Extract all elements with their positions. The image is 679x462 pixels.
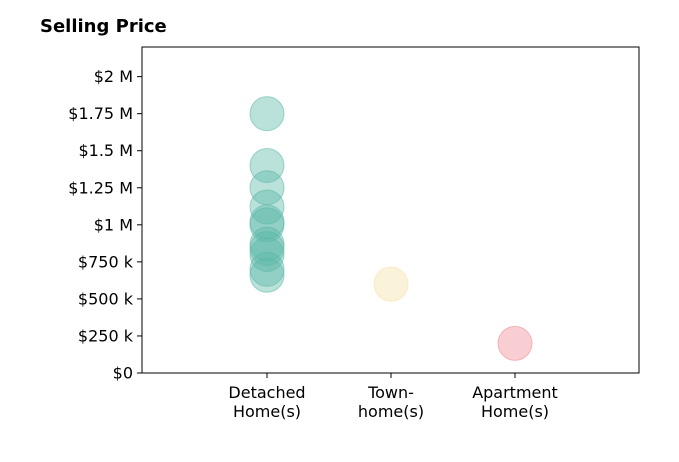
chart-title: Selling Price [40,16,167,37]
data-point [249,226,285,262]
data-point [249,257,285,293]
y-tick-label: $1 M [94,215,133,234]
data-point [373,266,409,302]
x-tick-label: Apartment Home(s) [472,383,558,421]
y-tick-label: $0 [113,364,133,383]
data-point [249,96,285,132]
y-tick-label: $250 k [78,326,134,345]
data-point [497,325,533,361]
y-tick-label: $500 k [78,289,134,308]
y-tick-label: $2 M [94,67,133,86]
y-tick-label: $1.25 M [68,178,133,197]
data-point [249,236,285,272]
data-point [249,148,285,184]
points-layer [249,96,533,361]
plot-frame [141,46,640,374]
axes-layer: $0 $250 k $500 k $750 k $1 M $1.25 M $1.5 M $1.… [68,67,558,421]
data-point [249,189,285,225]
x-tick-label: Town-home(s) [358,383,424,421]
y-tick-label: $750 k [78,252,134,271]
y-tick-label: $1.5 M [78,141,133,160]
x-tick-label: Detached Home(s) [228,383,305,421]
y-tick-label: $1.75 M [68,104,133,123]
